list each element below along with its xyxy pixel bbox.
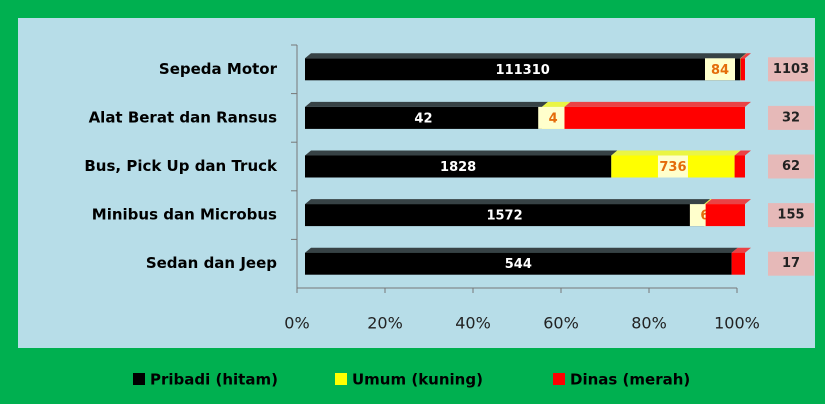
bar-top bbox=[305, 247, 738, 253]
bar-top bbox=[611, 150, 741, 156]
data-label: 62 bbox=[782, 159, 800, 174]
data-label: 736 bbox=[659, 160, 686, 175]
bar-top bbox=[305, 199, 711, 205]
data-label: 32 bbox=[782, 110, 800, 125]
data-label: 17 bbox=[782, 256, 800, 271]
x-tick-label: 0% bbox=[284, 314, 309, 333]
bar-segment bbox=[564, 106, 745, 129]
data-label-box bbox=[768, 57, 814, 82]
data-label-box bbox=[538, 106, 569, 129]
data-label: 6 bbox=[700, 209, 709, 224]
bar-top bbox=[564, 101, 751, 107]
bar-segment bbox=[705, 204, 745, 227]
bar-segment bbox=[305, 106, 542, 129]
data-label: 42 bbox=[414, 111, 432, 126]
x-tick-label: 60% bbox=[543, 314, 579, 333]
data-label: 111310 bbox=[496, 63, 550, 78]
legend-label: Dinas (merah) bbox=[570, 371, 690, 389]
bar-segment bbox=[734, 155, 745, 178]
y-tick-label: Bus, Pick Up dan Truck bbox=[84, 157, 278, 175]
x-tick-label: 100% bbox=[714, 314, 760, 333]
data-label-box bbox=[768, 251, 814, 276]
data-label-box bbox=[657, 155, 688, 178]
data-label: 1828 bbox=[440, 160, 476, 175]
data-label: 84 bbox=[711, 63, 729, 78]
bar-top bbox=[740, 53, 747, 59]
bar-top bbox=[305, 53, 747, 59]
bar-top bbox=[734, 150, 751, 156]
bar-top bbox=[704, 199, 712, 205]
legend-swatch bbox=[133, 373, 145, 385]
y-tick-label: Minibus dan Microbus bbox=[92, 206, 277, 224]
data-label: 1572 bbox=[486, 209, 522, 224]
bar-segment bbox=[305, 155, 612, 178]
x-tick-label: 20% bbox=[367, 314, 403, 333]
legend-swatch bbox=[553, 373, 565, 385]
data-label-box bbox=[768, 203, 814, 228]
legend-swatch bbox=[335, 373, 347, 385]
bar-segment bbox=[740, 58, 741, 81]
y-tick-label: Sepeda Motor bbox=[159, 60, 278, 78]
data-label: 4 bbox=[549, 111, 558, 126]
legend-label: Umum (kuning) bbox=[352, 371, 483, 389]
x-tick-label: 80% bbox=[631, 314, 667, 333]
bar-segment bbox=[305, 204, 705, 227]
y-tick-label: Sedan dan Jeep bbox=[146, 254, 277, 272]
bar-segment bbox=[731, 252, 745, 275]
bar-top bbox=[305, 150, 618, 156]
bar-top bbox=[541, 101, 571, 107]
bar-segment bbox=[740, 58, 745, 81]
data-label-box bbox=[768, 105, 814, 130]
data-label-box bbox=[705, 58, 735, 81]
bar-segment bbox=[305, 252, 732, 275]
bar-top bbox=[740, 53, 751, 59]
data-label: 155 bbox=[777, 208, 804, 223]
y-tick-label: Alat Berat dan Ransus bbox=[89, 108, 278, 126]
data-label: 1103 bbox=[773, 62, 809, 77]
bar-top bbox=[731, 247, 751, 253]
legend-label: Pribadi (hitam) bbox=[150, 371, 278, 389]
data-label-box bbox=[768, 154, 814, 179]
data-label: 544 bbox=[505, 257, 532, 272]
x-tick-label: 40% bbox=[455, 314, 491, 333]
bar-segment bbox=[305, 58, 741, 81]
bar-top bbox=[705, 199, 751, 205]
bar-top bbox=[305, 101, 548, 107]
